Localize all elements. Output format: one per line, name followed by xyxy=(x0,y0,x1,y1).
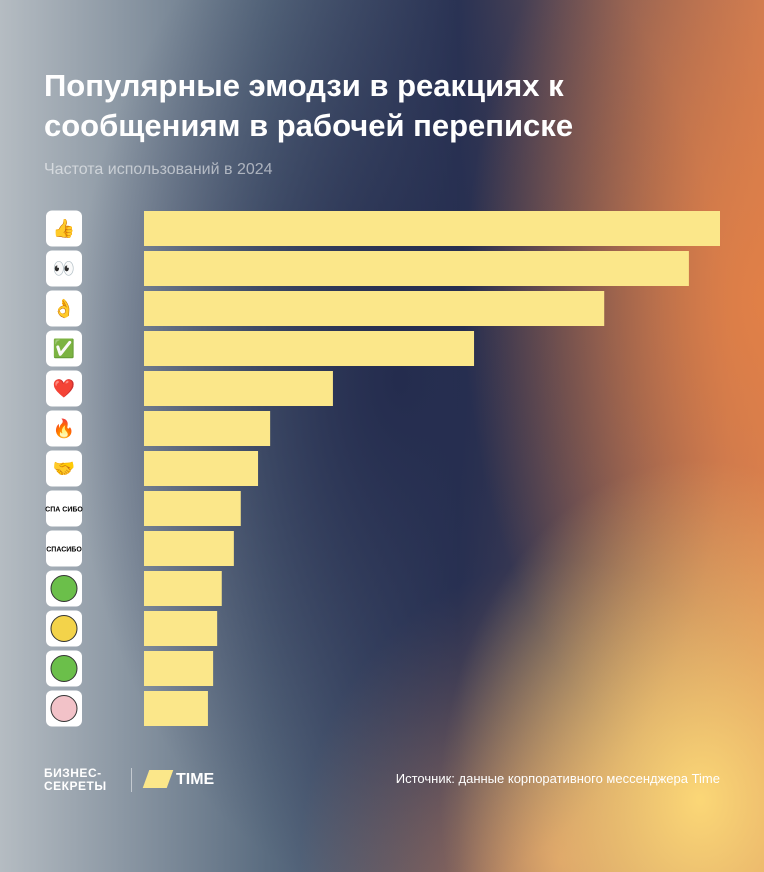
bar xyxy=(144,371,333,406)
bar xyxy=(144,491,241,526)
icon-box xyxy=(46,530,82,567)
category-icon: СПА СИБО xyxy=(45,506,83,513)
bar xyxy=(144,651,214,686)
bar xyxy=(144,571,222,606)
category-icon: 🔥 xyxy=(53,417,75,438)
bar xyxy=(144,251,689,286)
category-icon: 👍 xyxy=(53,217,75,238)
sticker-icon xyxy=(50,655,78,682)
sticker-icon xyxy=(50,615,78,642)
chart-subtitle: Частота использований в 2024 xyxy=(44,161,273,178)
category-icon: 👌 xyxy=(53,298,75,318)
sticker-icon xyxy=(50,575,78,602)
category-icon: 🤝 xyxy=(53,458,75,478)
icon-box xyxy=(46,250,82,287)
icon-box xyxy=(46,450,82,487)
category-icon: ✅ xyxy=(53,337,75,358)
chart-title: Популярные эмодзи в реакциях к сообщения… xyxy=(44,68,574,143)
icon-box xyxy=(46,290,82,327)
sticker-icon xyxy=(50,695,78,722)
bar xyxy=(144,691,208,726)
category-icon: СПАСИБО xyxy=(46,546,82,553)
bar xyxy=(144,411,271,446)
source: Источник: данные корпоративного мессендж… xyxy=(395,771,720,786)
bar xyxy=(144,531,234,566)
category-icon: ❤️ xyxy=(53,378,76,398)
bar xyxy=(144,451,259,486)
icon-box xyxy=(46,330,82,367)
bar xyxy=(144,611,218,646)
separator xyxy=(131,768,132,792)
icon-box xyxy=(46,410,82,447)
category-icon: 👀 xyxy=(53,258,75,278)
partner-logo: TIME xyxy=(176,771,215,788)
bar xyxy=(144,291,605,326)
icon-box xyxy=(46,490,82,527)
icon-box xyxy=(46,210,82,247)
icon-box xyxy=(46,370,82,407)
brand-logo: БИЗНЕС- СЕКРЕТЫ xyxy=(44,766,107,793)
bar xyxy=(144,211,720,246)
bar xyxy=(144,331,475,366)
